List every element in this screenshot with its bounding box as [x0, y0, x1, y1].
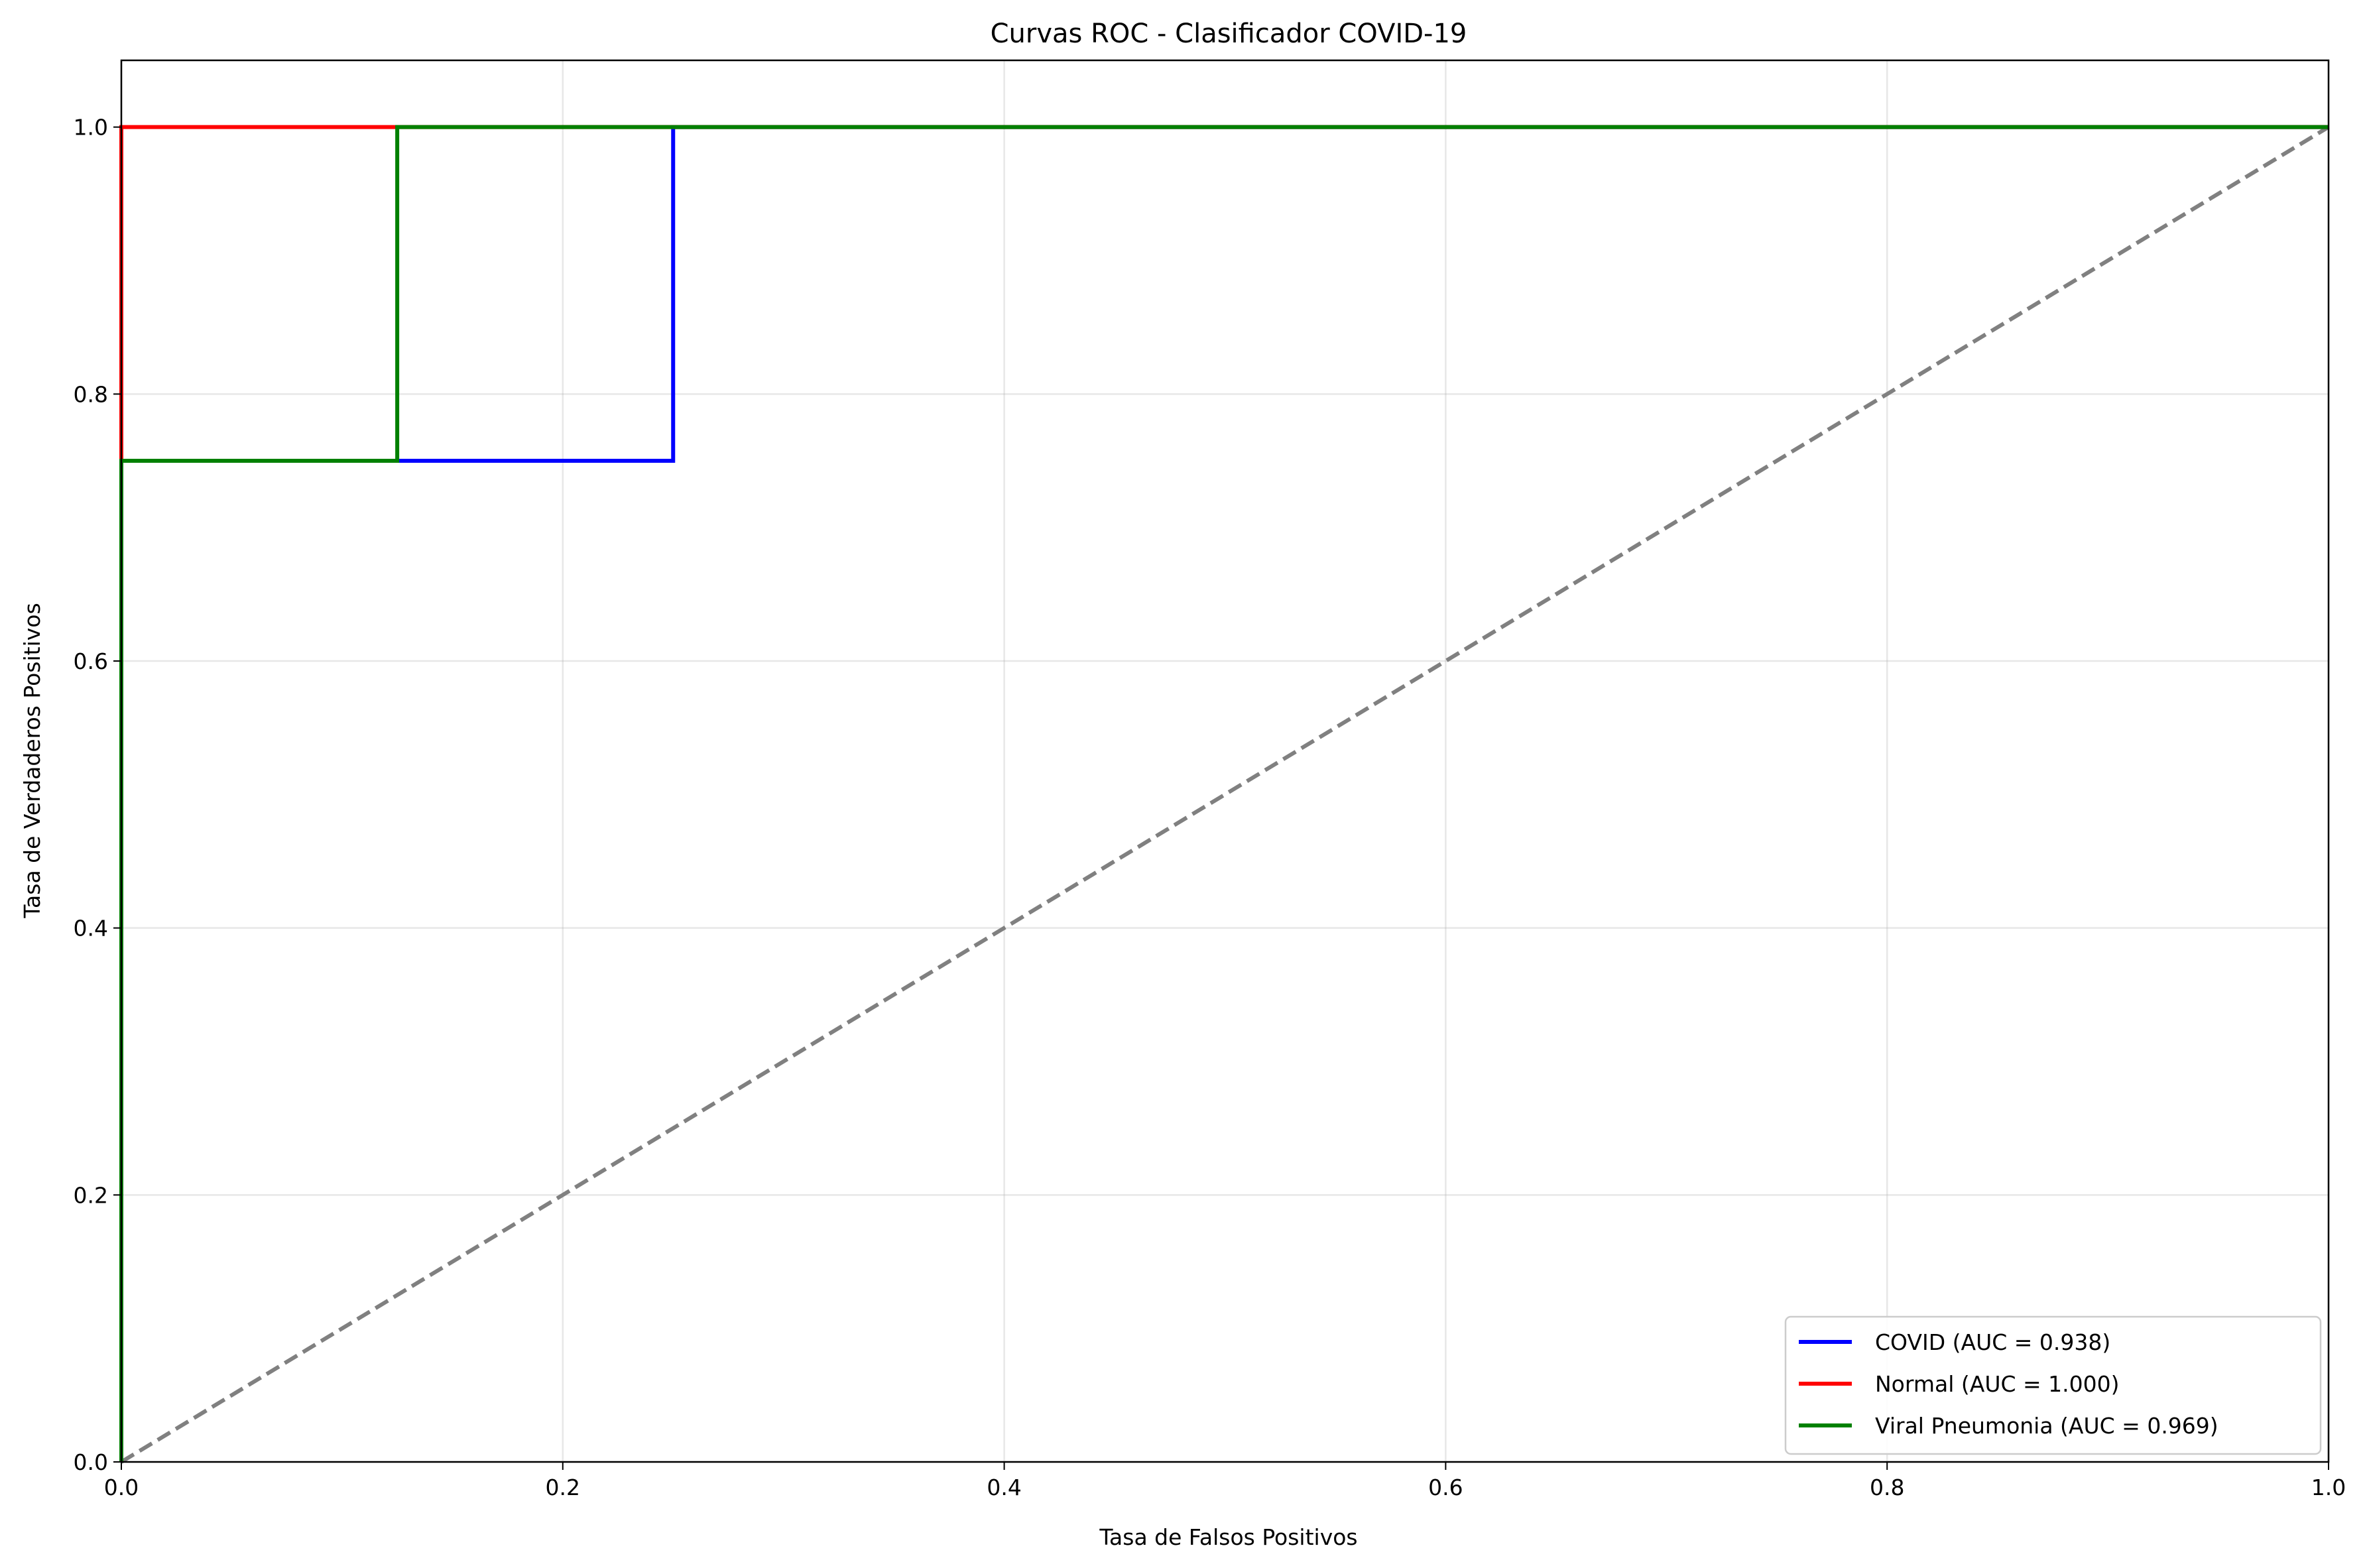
y-axis-label: Tasa de Verdaderos Positivos: [19, 603, 45, 918]
ticks: 0.0 0.2 0.4 0.6 0.8 1.0 0.0 0.2 0.4 0.6 0.8 1.0: [74, 115, 2346, 1500]
reference-diagonal-line: [120, 125, 2330, 1464]
legend-entry-label: COVID (AUC = 0.938): [1875, 1329, 2110, 1355]
legend: COVID (AUC = 0.938) Normal (AUC = 1.000) V…: [1784, 1315, 2322, 1455]
x-axis-label: Tasa de Falsos Positivos: [1099, 1524, 1357, 1550]
x-tick-label: 0.0: [104, 1475, 139, 1500]
y-tick-label: 0.0: [74, 1449, 108, 1475]
x-tick-label: 0.8: [1870, 1475, 1904, 1500]
reference-line-layer: [120, 125, 2330, 1464]
y-tick-label: 0.6: [74, 648, 108, 674]
legend-entry-label: Viral Pneumonia (AUC = 0.969): [1875, 1413, 2218, 1439]
chart-title: Curvas ROC - Clasificador COVID-19: [991, 19, 1467, 49]
y-tick-label: 0.8: [74, 381, 108, 407]
x-tick-label: 1.0: [2311, 1475, 2346, 1500]
legend-box: [1784, 1315, 2322, 1455]
y-tick-label: 1.0: [74, 115, 108, 141]
plot-frame: [120, 59, 2330, 1463]
y-tick-label: 0.4: [74, 916, 108, 941]
x-tick-label: 0.2: [546, 1475, 580, 1500]
legend-entry-label: Normal (AUC = 1.000): [1875, 1371, 2120, 1397]
y-tick-label: 0.2: [74, 1182, 108, 1208]
grid: [120, 60, 2330, 1463]
x-tick-label: 0.4: [987, 1475, 1021, 1500]
x-tick-label: 0.6: [1428, 1475, 1463, 1500]
